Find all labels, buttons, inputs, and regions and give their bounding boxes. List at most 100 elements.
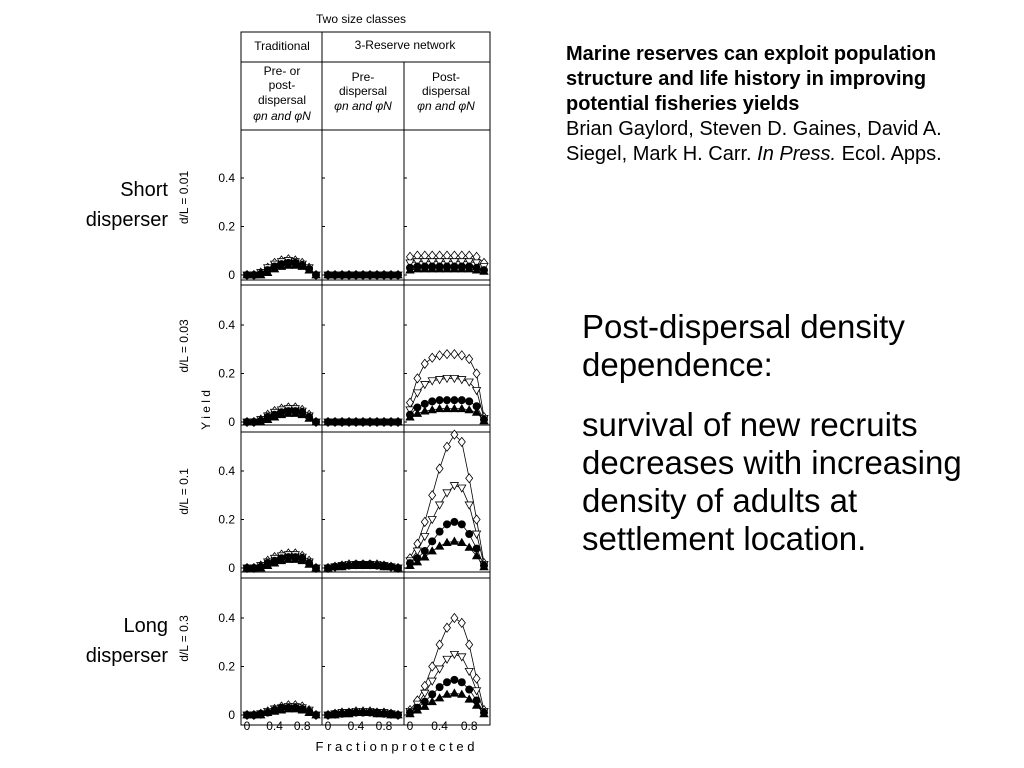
x-tick-label: 0.4 <box>348 719 365 733</box>
citation-status: In Press. <box>757 143 837 165</box>
data-point-triangle <box>412 557 423 566</box>
data-point-triangle-down <box>427 377 437 386</box>
header-col2-line2: dispersal <box>339 84 387 98</box>
data-point-triangle <box>393 270 403 279</box>
data-point-triangle <box>379 561 389 571</box>
header-group-traditional: Traditional <box>254 39 310 53</box>
data-point-triangle-down <box>449 482 460 491</box>
data-point-triangle <box>290 554 300 563</box>
data-point-triangle <box>263 267 273 276</box>
data-point-triangle-down <box>442 655 452 665</box>
data-point-diamond <box>442 441 452 452</box>
data-point-triangle <box>304 707 314 716</box>
data-point-triangle <box>323 563 333 572</box>
data-point-triangle-down <box>434 258 445 267</box>
data-point-diamond <box>428 661 437 672</box>
data-point-triangle <box>464 694 474 703</box>
data-point-triangle <box>479 266 489 275</box>
citation-authors: Brian Gaylord, Steven D. Gaines, David A… <box>566 118 942 165</box>
data-point-circle <box>450 396 459 405</box>
data-point-triangle <box>420 406 430 415</box>
data-point-triangle <box>290 704 300 713</box>
data-point-triangle <box>276 261 287 270</box>
data-point-triangle <box>449 264 460 273</box>
data-point-triangle <box>393 710 403 719</box>
data-point-triangle <box>372 560 382 569</box>
dl-label: d/L = 0.01 <box>177 171 191 225</box>
data-point-triangle <box>471 700 482 709</box>
data-point-triangle <box>269 412 280 421</box>
data-point-triangle <box>379 708 389 718</box>
data-point-triangle <box>464 264 474 273</box>
y-tick-label: 0 <box>228 708 235 722</box>
data-point-triangle-down <box>457 484 467 493</box>
data-point-triangle <box>304 413 314 422</box>
data-point-triangle-down <box>442 258 452 267</box>
data-point-triangle <box>297 705 307 714</box>
data-point-triangle <box>386 270 396 279</box>
data-point-diamond <box>472 368 481 379</box>
x-tick-label: 0 <box>407 719 414 733</box>
data-point-triangle-down <box>471 387 482 396</box>
data-point-triangle <box>283 554 294 563</box>
data-point-diamond <box>420 358 429 369</box>
data-point-diamond <box>457 436 466 448</box>
data-point-triangle <box>471 551 482 560</box>
data-point-diamond <box>442 348 452 360</box>
header-col3-line1: Post- <box>432 70 460 84</box>
data-point-triangle <box>420 552 430 561</box>
data-point-triangle-down <box>420 689 430 698</box>
data-point-triangle <box>256 270 266 279</box>
data-point-triangle <box>434 403 445 413</box>
data-point-diamond <box>457 350 466 361</box>
data-point-triangle-down <box>412 389 423 398</box>
data-point-circle <box>435 396 444 405</box>
data-point-triangle <box>249 563 259 572</box>
data-point-diamond <box>472 673 481 684</box>
data-point-triangle <box>256 563 266 572</box>
header-col2-line1: Pre- <box>352 70 375 84</box>
data-point-triangle <box>297 409 307 419</box>
data-point-triangle <box>457 689 467 698</box>
data-point-triangle-down <box>427 258 437 267</box>
data-point-triangle <box>283 408 294 417</box>
data-point-triangle <box>393 563 403 572</box>
dl-label: d/L = 0.3 <box>177 615 191 662</box>
data-point-triangle-down <box>471 530 482 539</box>
data-point-circle <box>435 527 444 536</box>
data-point-triangle <box>457 264 467 273</box>
data-point-triangle <box>249 710 259 719</box>
notes-block: Post-dispersal density dependence: survi… <box>582 308 1012 580</box>
data-point-triangle <box>337 561 347 571</box>
data-point-triangle <box>344 708 354 718</box>
data-point-triangle-down <box>412 547 423 556</box>
data-point-triangle <box>427 696 437 706</box>
data-point-triangle <box>256 710 266 719</box>
data-point-triangle <box>330 270 340 279</box>
data-point-diamond <box>450 348 459 360</box>
header-col1-line3: dispersal <box>258 93 306 107</box>
x-tick-label: 0 <box>325 719 332 733</box>
data-point-triangle <box>471 265 482 274</box>
y-tick-label: 0.2 <box>218 660 235 674</box>
data-point-triangle <box>269 706 280 715</box>
data-point-triangle <box>344 270 354 279</box>
dl-label: d/L = 0.03 <box>177 319 191 373</box>
data-point-triangle <box>442 537 452 546</box>
data-point-triangle <box>442 403 452 413</box>
notes-heading: Post-dispersal density dependence: <box>582 308 905 383</box>
data-point-triangle <box>434 264 445 273</box>
data-point-triangle <box>276 705 287 714</box>
data-point-diamond <box>435 639 444 650</box>
header-col2-symbols: φn and φN <box>334 99 392 113</box>
data-point-triangle <box>365 707 375 716</box>
data-point-triangle-down <box>412 258 423 267</box>
data-point-triangle <box>276 555 287 565</box>
data-point-triangle <box>449 536 460 545</box>
data-point-triangle <box>263 560 273 569</box>
data-point-triangle <box>263 414 273 423</box>
data-point-triangle <box>379 270 389 279</box>
data-point-triangle <box>330 561 340 571</box>
data-point-diamond <box>435 463 444 474</box>
data-point-diamond <box>465 473 474 484</box>
